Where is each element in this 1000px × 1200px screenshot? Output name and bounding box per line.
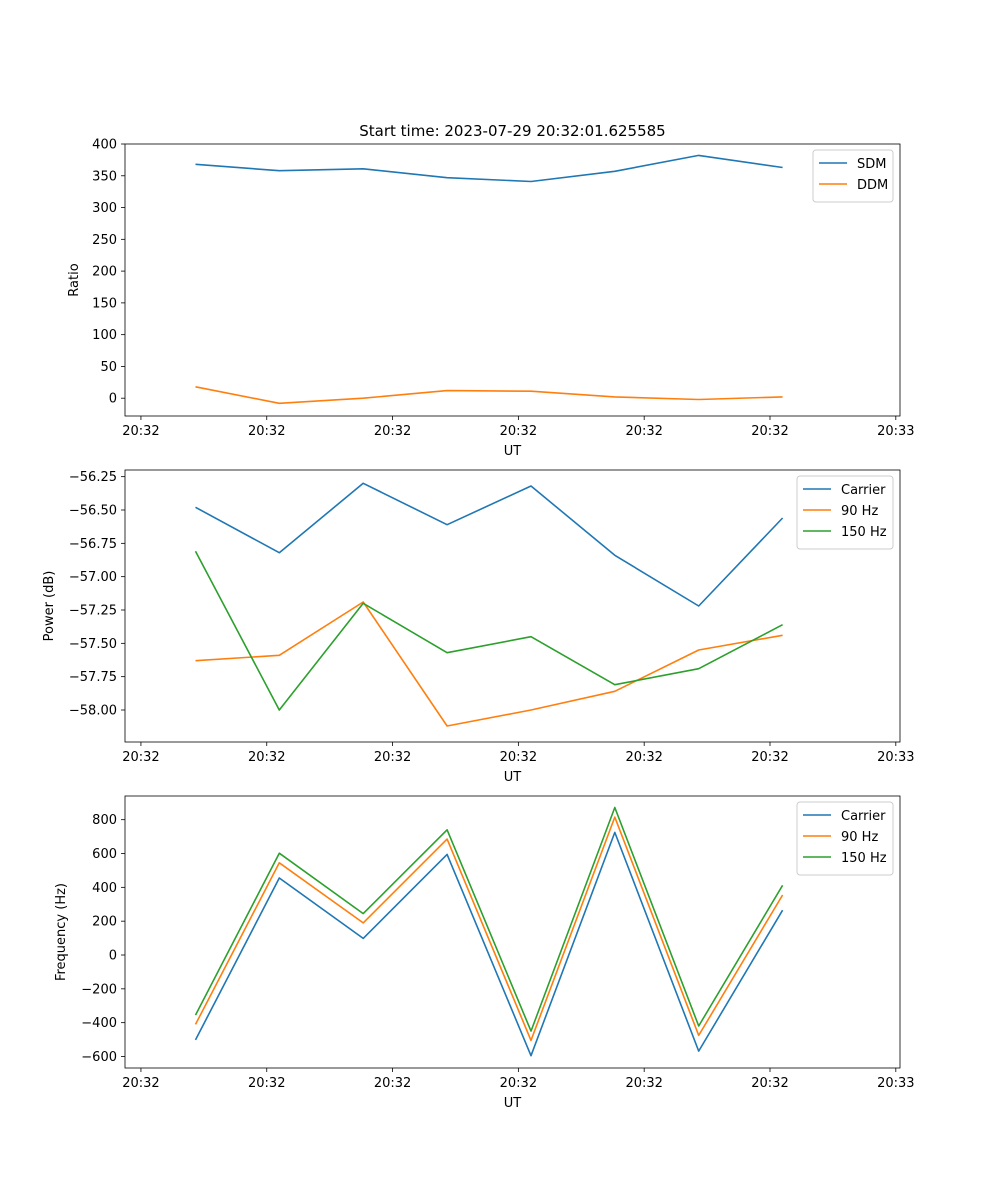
y-tick-label: −600	[81, 1050, 117, 1065]
chart-layer: 20:32 20:32 20:32 20:32 20:32 20:32 20:33 0 50 10…	[42, 122, 915, 1111]
x-tick-label: 20:32	[751, 424, 788, 439]
y-tick-label: −56.50	[69, 504, 117, 519]
chart-panel-1: 20:32 20:32 20:32 20:32 20:32 20:32 20:33 0 50 10…	[67, 122, 915, 459]
legend-entry-90-hz: 90 Hz	[841, 504, 878, 519]
axes-frame	[124, 143, 901, 417]
legend-entry-sdm: SDM	[857, 157, 886, 172]
x-tick-label: 20:32	[500, 750, 537, 765]
x-axis-label: UT	[504, 770, 522, 785]
x-tick-label: 20:32	[248, 424, 285, 439]
y-tick-label: −57.00	[69, 570, 117, 585]
y-tick-label: 0	[109, 392, 117, 407]
series-line-150-hz	[194, 806, 784, 1032]
y-tick-label: 0	[109, 949, 117, 964]
x-tick-label: 20:32	[500, 424, 537, 439]
series-line-carrier	[194, 831, 784, 1057]
series-line-150-hz	[194, 550, 783, 711]
y-tick-label: 400	[92, 881, 117, 896]
x-tick-label: 20:33	[877, 750, 914, 765]
y-tick-label: 50	[100, 360, 117, 375]
y-axis-label: Frequency (Hz)	[54, 883, 69, 981]
y-tick-label: 150	[92, 296, 117, 311]
x-axis-label: UT	[504, 444, 522, 459]
y-tick-label: −56.25	[69, 470, 117, 485]
chart-title: Start time: 2023-07-29 20:32:01.625585	[359, 122, 665, 140]
legend-entry-carrier: Carrier	[841, 809, 886, 824]
x-tick-label: 20:33	[877, 1076, 914, 1091]
x-tick-label: 20:32	[122, 1076, 159, 1091]
x-tick-label: 20:32	[122, 424, 159, 439]
y-tick-label: 600	[92, 847, 117, 862]
legend-entry-90-hz: 90 Hz	[841, 830, 878, 845]
legend-entry-150-hz: 150 Hz	[841, 525, 887, 540]
y-tick-label: 400	[92, 138, 117, 153]
y-tick-label: −57.50	[69, 637, 117, 652]
x-tick-label: 20:32	[625, 750, 662, 765]
x-tick-label: 20:32	[625, 424, 662, 439]
x-tick-label: 20:32	[625, 1076, 662, 1091]
series-line-ddm	[195, 386, 783, 405]
x-tick-label: 20:32	[500, 1076, 537, 1091]
series-line-90-hz	[194, 816, 784, 1042]
x-axis-label: UT	[504, 1096, 522, 1111]
x-tick-label: 20:32	[248, 1076, 285, 1091]
y-tick-label: −58.00	[69, 704, 117, 719]
y-axis-label: Ratio	[67, 263, 82, 296]
y-tick-label: 250	[92, 233, 117, 248]
y-tick-label: −56.75	[69, 537, 117, 552]
y-tick-label: 200	[92, 265, 117, 280]
series-line-sdm	[195, 154, 783, 183]
y-tick-label: 300	[92, 201, 117, 216]
y-tick-label: 800	[92, 813, 117, 828]
x-tick-label: 20:32	[751, 1076, 788, 1091]
y-tick-label: 350	[92, 169, 117, 184]
axes-frame	[124, 469, 901, 743]
x-tick-label: 20:32	[374, 750, 411, 765]
y-tick-label: −57.75	[69, 670, 117, 685]
x-tick-label: 20:32	[751, 750, 788, 765]
y-tick-label: 200	[92, 915, 117, 930]
y-tick-label: −400	[81, 1016, 117, 1031]
y-tick-label: 100	[92, 328, 117, 343]
legend-entry-ddm: DDM	[857, 178, 888, 193]
x-tick-label: 20:32	[374, 1076, 411, 1091]
legend-entry-150-hz: 150 Hz	[841, 851, 887, 866]
chart-panel-2: 20:32 20:32 20:32 20:32 20:32 20:32 20:33 −58.0…	[42, 469, 915, 785]
series-line-90-hz	[195, 601, 783, 727]
x-tick-label: 20:33	[877, 424, 914, 439]
y-tick-label: −57.25	[69, 604, 117, 619]
x-tick-label: 20:32	[248, 750, 285, 765]
series-line-carrier	[195, 482, 784, 607]
x-tick-label: 20:32	[122, 750, 159, 765]
chart-panel-3: 20:32 20:32 20:32 20:32 20:32 20:32 20:33 −600 −…	[54, 795, 915, 1111]
legend-entry-carrier: Carrier	[841, 483, 886, 498]
y-axis-label: Power (dB)	[42, 571, 57, 642]
axes-frame	[124, 795, 901, 1069]
y-tick-label: −200	[81, 982, 117, 997]
x-tick-label: 20:32	[374, 424, 411, 439]
